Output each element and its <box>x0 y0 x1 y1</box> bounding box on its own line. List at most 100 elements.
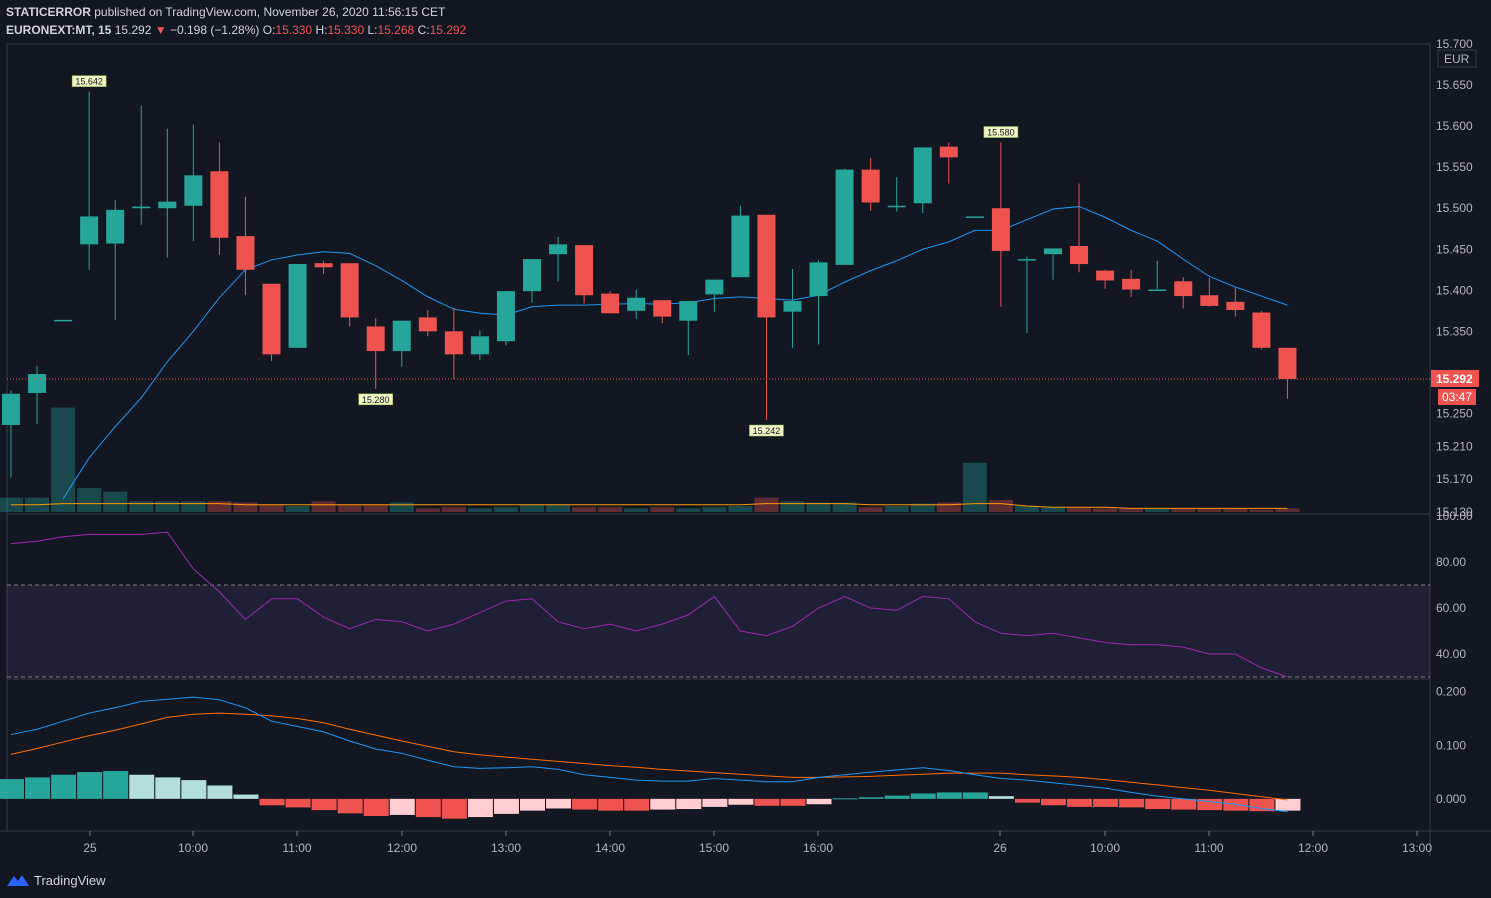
publisher-name[interactable]: STATICERROR <box>6 5 91 19</box>
price-change: −0.198 (−1.28%) <box>169 23 260 37</box>
price-marker <box>749 424 784 437</box>
candle-body <box>1278 347 1297 379</box>
countdown-tag <box>1438 388 1476 405</box>
symbol-line: EURONEXT:MT, 15 15.292 ▼ −0.198 (−1.28%)… <box>6 23 466 37</box>
macd-histogram-bar <box>858 797 884 799</box>
macd-histogram-bar <box>598 798 624 811</box>
candle-body <box>80 216 99 245</box>
macd-histogram-bar <box>259 798 285 806</box>
price-tick-label: 15.210 <box>1436 439 1473 453</box>
time-tick-label: 25 <box>83 841 97 855</box>
candle-body <box>653 300 672 317</box>
macd-histogram-bar <box>1249 798 1275 812</box>
macd-histogram-bar <box>77 772 103 799</box>
candle-body <box>835 169 854 265</box>
candle-body <box>913 147 932 204</box>
time-tick-label: 14:00 <box>595 841 625 855</box>
price-marker <box>71 75 107 87</box>
volume-bar <box>129 501 154 512</box>
candle-body <box>1070 245 1089 265</box>
candle-body <box>939 146 958 158</box>
macd-histogram-bar <box>884 795 910 799</box>
time-tick-label: 11:00 <box>1194 841 1223 855</box>
candle-body <box>158 201 177 209</box>
volume-bar <box>51 407 76 512</box>
moving-average-line <box>62 206 1288 500</box>
price-tick-label: 15.130 <box>1436 505 1473 519</box>
brand-name[interactable]: TradingView <box>34 873 106 888</box>
candle-body <box>1096 270 1115 281</box>
rsi-band-fill <box>7 585 1430 677</box>
macd-histogram-bar <box>754 798 780 806</box>
macd-histogram-bar <box>962 792 988 799</box>
macd-histogram-bar <box>1119 798 1145 808</box>
high-value: 15.330 <box>327 23 365 37</box>
rsi-tick-label: 80.00 <box>1436 555 1466 569</box>
price-tick-label: 15.500 <box>1436 201 1473 215</box>
candle-body <box>366 326 385 352</box>
macd-histogram-bar <box>832 798 858 800</box>
price-tick-label: 15.450 <box>1436 242 1473 256</box>
volume-bar <box>754 497 779 512</box>
price-marker <box>358 393 393 406</box>
macd-histogram-bar <box>129 774 155 799</box>
volume-bar <box>1067 507 1092 512</box>
countdown-label: 03:47 <box>1442 390 1472 404</box>
volume-bar <box>728 506 753 512</box>
volume-bar <box>962 462 987 512</box>
volume-bar <box>311 501 336 512</box>
macd-histogram-bar <box>155 777 181 799</box>
volume-bar <box>467 508 492 512</box>
candle-body <box>392 320 411 352</box>
tradingview-logo-icon[interactable] <box>6 872 30 888</box>
time-tick-label: 13:00 <box>1402 841 1432 855</box>
price-marker-label: 15.642 <box>75 77 103 87</box>
volume-bar <box>1014 506 1039 512</box>
candle-body <box>627 297 646 311</box>
volume-bar <box>1249 509 1274 512</box>
candle-body <box>887 205 906 208</box>
down-arrow-icon: ▼ <box>154 23 167 37</box>
candle-body <box>1226 301 1245 311</box>
candle-body <box>601 293 620 314</box>
time-tick-label: 10:00 <box>178 841 208 855</box>
volume-bar <box>1145 508 1170 512</box>
candle-body <box>1122 278 1141 290</box>
currency-box <box>1437 49 1477 68</box>
volume-bar <box>572 507 597 512</box>
candle-body <box>809 262 828 297</box>
candle-body <box>1148 289 1167 291</box>
volume-bar <box>415 508 440 512</box>
volume-bar <box>441 507 466 512</box>
macd-signal-line <box>10 712 1288 801</box>
volume-bar <box>598 507 623 512</box>
open-label: O: <box>262 23 276 37</box>
publish-line: STATICERROR published on TradingView.com… <box>6 5 445 19</box>
candle-body <box>340 263 359 318</box>
price-tick-label: 15.700 <box>1436 37 1473 51</box>
candle-body <box>757 214 776 318</box>
footer: TradingView <box>0 862 1491 898</box>
macd-histogram-bar <box>728 798 754 805</box>
volume-bar <box>103 491 128 512</box>
macd-histogram-bar <box>572 798 598 810</box>
macd-tick-label: 0.000 <box>1436 792 1466 806</box>
time-tick-label: 13:00 <box>491 841 521 855</box>
price-tick-label: 15.650 <box>1436 78 1473 92</box>
volume-bar <box>832 502 857 512</box>
volume-bar <box>1119 508 1144 512</box>
time-tick-label: 11:00 <box>282 841 311 855</box>
macd-histogram-bar <box>1014 798 1040 803</box>
candle-body <box>2 393 20 425</box>
candle-body <box>184 175 203 206</box>
volume-bar <box>77 488 102 512</box>
macd-histogram-bar <box>936 792 962 799</box>
macd-histogram-bar <box>285 798 311 808</box>
volume-bar <box>624 508 649 512</box>
macd-histogram-bar <box>1275 798 1301 811</box>
macd-histogram-bar <box>311 798 337 811</box>
candle-body <box>575 245 594 296</box>
macd-histogram-bar <box>25 777 51 799</box>
symbol-name[interactable]: EURONEXT:MT, 15 <box>6 23 112 37</box>
